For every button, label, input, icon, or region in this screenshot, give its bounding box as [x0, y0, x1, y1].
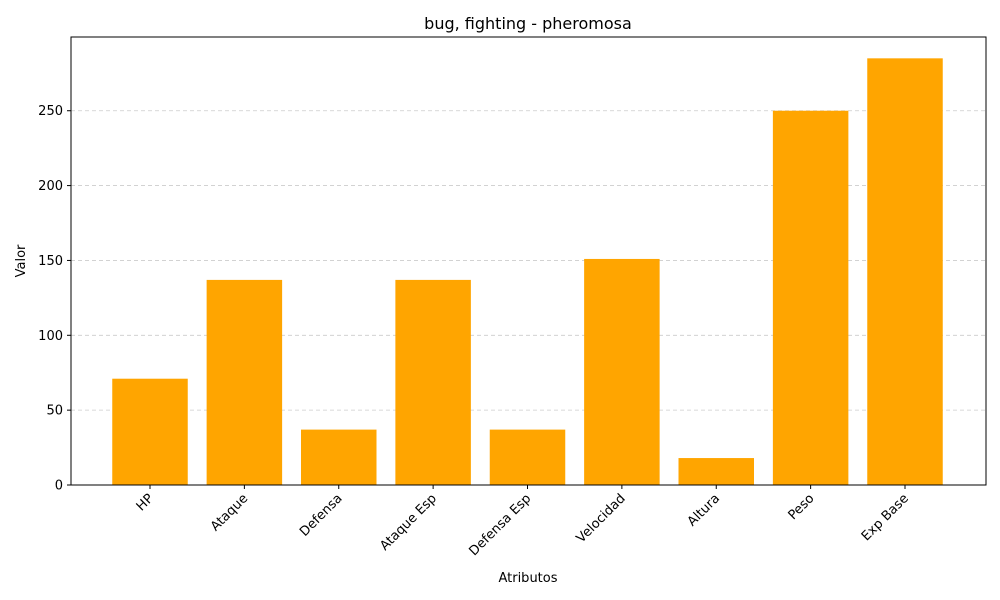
- bar-ataque-esp: [395, 279, 471, 485]
- bar-peso: [772, 110, 849, 486]
- y-tick-label: 150: [38, 254, 63, 269]
- chart-title: bug, fighting - pheromosa: [424, 14, 632, 33]
- x-tick-label: Altura: [685, 491, 723, 529]
- y-tick-label: 0: [55, 479, 63, 494]
- y-tick-label: 50: [46, 404, 63, 419]
- x-tick-label: Exp Base: [859, 491, 912, 544]
- bar-ataque: [206, 279, 283, 485]
- y-axis-label: Valor: [14, 244, 29, 277]
- x-tick-label: HP: [134, 491, 157, 514]
- x-tick-label: Ataque Esp: [377, 491, 440, 554]
- bar-defensa: [301, 429, 377, 485]
- bars: [112, 58, 943, 486]
- x-tick-label: Defensa: [297, 491, 345, 539]
- x-axis: HP Ataque Defensa Ataque Esp Defensa Esp Velo…: [134, 485, 912, 559]
- x-tick-label: Ataque: [208, 491, 251, 534]
- y-tick-label: 250: [38, 104, 63, 119]
- y-tick-label: 200: [38, 179, 63, 194]
- bar-exp-base: [867, 58, 943, 485]
- x-axis-label: Atributos: [498, 571, 557, 586]
- bar-hp: [112, 378, 188, 485]
- y-tick-label: 100: [38, 329, 63, 344]
- bar-altura: [678, 458, 754, 485]
- x-tick-label: Defensa Esp: [466, 491, 534, 559]
- x-tick-label: Peso: [786, 491, 818, 523]
- bar-velocidad: [584, 258, 660, 485]
- x-tick-label: Velocidad: [574, 491, 629, 546]
- y-axis: 0 50 100 150 200 250: [38, 104, 71, 494]
- gridlines: [71, 110, 986, 411]
- bar-defensa-esp: [489, 429, 566, 485]
- plot-frame: [70, 36, 987, 486]
